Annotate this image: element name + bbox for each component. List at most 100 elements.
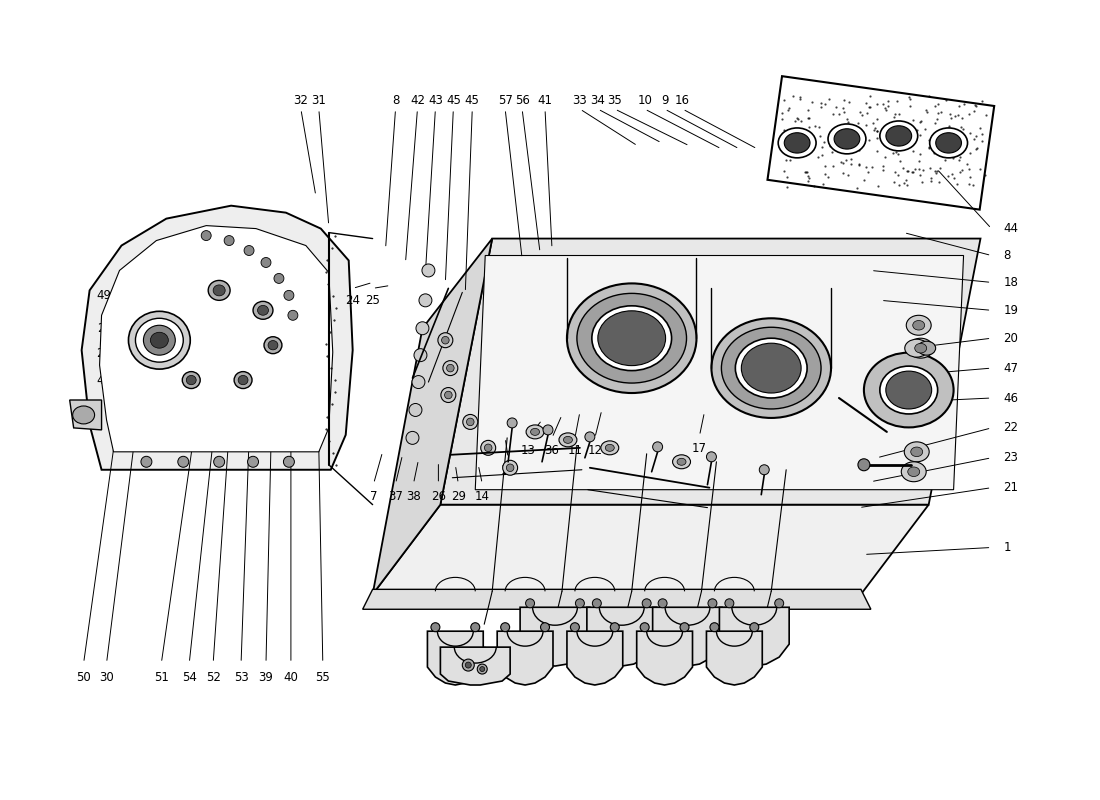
- Text: 3: 3: [717, 671, 725, 684]
- Ellipse shape: [778, 128, 816, 158]
- Circle shape: [409, 403, 422, 417]
- Ellipse shape: [238, 375, 248, 385]
- Circle shape: [248, 456, 258, 467]
- Text: 12: 12: [587, 444, 603, 457]
- Ellipse shape: [73, 406, 95, 424]
- Ellipse shape: [828, 124, 866, 154]
- Circle shape: [244, 246, 254, 255]
- Ellipse shape: [566, 283, 696, 393]
- Text: 22: 22: [1003, 422, 1019, 434]
- Circle shape: [658, 599, 667, 608]
- Circle shape: [481, 440, 496, 455]
- Circle shape: [484, 444, 492, 452]
- Text: 31: 31: [311, 94, 327, 107]
- Ellipse shape: [722, 327, 821, 409]
- Polygon shape: [719, 607, 789, 666]
- Circle shape: [543, 425, 553, 435]
- Text: 35: 35: [607, 94, 623, 107]
- Ellipse shape: [129, 311, 190, 369]
- Circle shape: [507, 418, 517, 428]
- Ellipse shape: [576, 294, 686, 383]
- Polygon shape: [497, 631, 553, 685]
- Polygon shape: [520, 607, 590, 666]
- Ellipse shape: [135, 318, 184, 362]
- Text: 40: 40: [284, 671, 298, 684]
- Circle shape: [774, 599, 783, 608]
- Ellipse shape: [930, 128, 968, 158]
- Circle shape: [441, 337, 449, 344]
- Circle shape: [406, 431, 419, 444]
- Circle shape: [178, 456, 189, 467]
- Circle shape: [288, 310, 298, 320]
- Text: 11: 11: [568, 444, 582, 457]
- Ellipse shape: [741, 343, 801, 393]
- Ellipse shape: [526, 425, 544, 439]
- Text: 10: 10: [637, 94, 652, 107]
- Text: 8: 8: [392, 94, 399, 107]
- Circle shape: [750, 622, 759, 632]
- Ellipse shape: [864, 353, 954, 427]
- Polygon shape: [587, 607, 657, 666]
- Circle shape: [706, 452, 716, 462]
- Circle shape: [443, 361, 458, 375]
- Polygon shape: [81, 206, 353, 470]
- Text: 33: 33: [572, 94, 587, 107]
- Ellipse shape: [712, 318, 830, 418]
- Text: 8: 8: [1003, 249, 1011, 262]
- Circle shape: [412, 375, 425, 389]
- Circle shape: [593, 599, 602, 608]
- Ellipse shape: [601, 441, 619, 455]
- Ellipse shape: [268, 341, 278, 350]
- Circle shape: [463, 414, 477, 430]
- Polygon shape: [440, 647, 510, 685]
- Ellipse shape: [936, 133, 961, 153]
- Circle shape: [431, 622, 440, 632]
- Polygon shape: [373, 505, 928, 594]
- Text: 4: 4: [441, 671, 449, 684]
- Ellipse shape: [672, 455, 691, 469]
- Circle shape: [422, 264, 435, 277]
- Text: 54: 54: [182, 671, 197, 684]
- Text: 36: 36: [544, 444, 560, 457]
- Ellipse shape: [563, 436, 572, 443]
- Ellipse shape: [917, 342, 936, 355]
- Circle shape: [571, 622, 580, 632]
- Ellipse shape: [183, 371, 200, 389]
- Circle shape: [652, 442, 662, 452]
- Circle shape: [540, 622, 550, 632]
- Text: 42: 42: [410, 94, 425, 107]
- Circle shape: [466, 418, 474, 426]
- Text: 45: 45: [465, 94, 480, 107]
- Text: 14: 14: [475, 490, 490, 502]
- Text: 24: 24: [345, 294, 360, 307]
- Ellipse shape: [886, 126, 912, 146]
- Circle shape: [503, 460, 518, 475]
- Polygon shape: [637, 631, 693, 685]
- Ellipse shape: [901, 462, 926, 482]
- Circle shape: [201, 230, 211, 241]
- Ellipse shape: [908, 467, 920, 477]
- Circle shape: [640, 622, 649, 632]
- Ellipse shape: [143, 326, 175, 355]
- Text: 17: 17: [692, 442, 707, 455]
- Text: 55: 55: [316, 671, 330, 684]
- Text: 21: 21: [1003, 481, 1019, 494]
- Text: 53: 53: [233, 671, 249, 684]
- Text: 20: 20: [1003, 332, 1019, 345]
- Ellipse shape: [257, 306, 268, 315]
- Text: 13: 13: [520, 444, 536, 457]
- Circle shape: [141, 456, 152, 467]
- Text: 37: 37: [388, 490, 403, 502]
- Ellipse shape: [913, 321, 925, 330]
- Circle shape: [284, 456, 295, 467]
- Text: 52: 52: [206, 671, 221, 684]
- Ellipse shape: [834, 129, 860, 149]
- Circle shape: [274, 274, 284, 283]
- Text: 7: 7: [370, 490, 377, 502]
- Ellipse shape: [904, 442, 930, 462]
- Text: 26: 26: [431, 490, 446, 502]
- Text: 50: 50: [76, 671, 91, 684]
- Circle shape: [284, 290, 294, 300]
- Text: 48: 48: [97, 374, 111, 386]
- Text: 38: 38: [406, 490, 421, 502]
